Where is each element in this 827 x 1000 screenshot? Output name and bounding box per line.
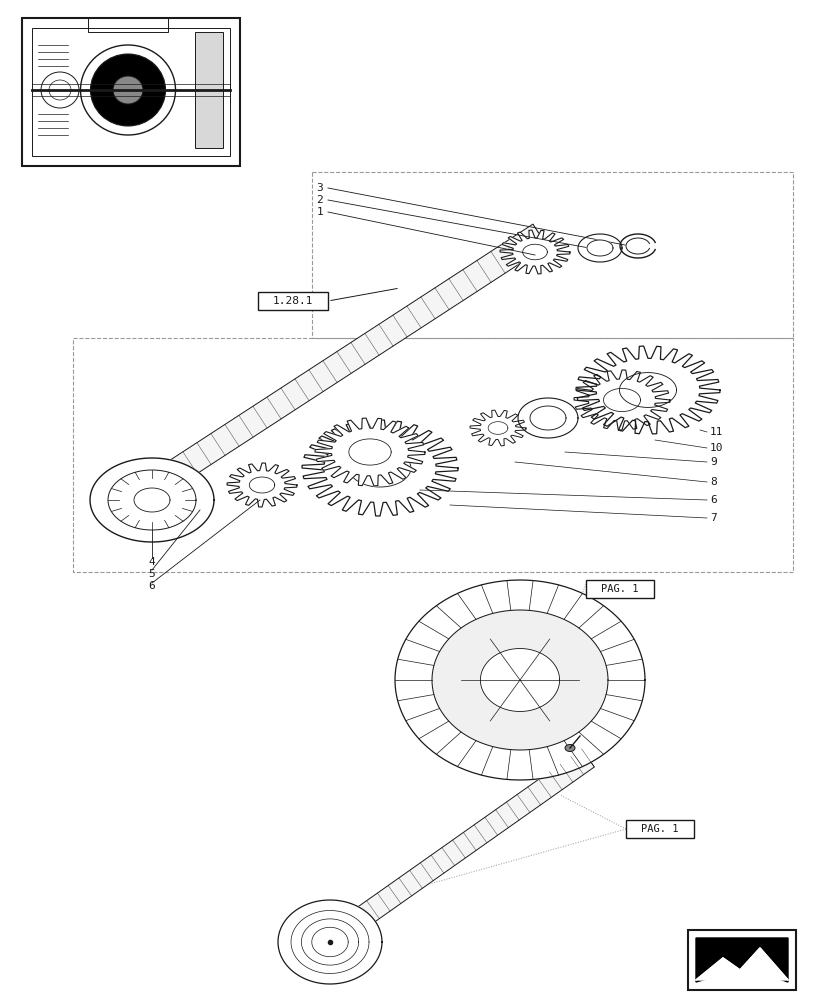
Polygon shape: [227, 463, 297, 507]
Polygon shape: [518, 398, 577, 438]
Text: 10: 10: [709, 443, 723, 453]
Ellipse shape: [41, 72, 79, 108]
Polygon shape: [323, 749, 594, 949]
Ellipse shape: [49, 80, 71, 100]
Text: 3: 3: [316, 183, 323, 193]
Polygon shape: [394, 580, 644, 780]
Polygon shape: [90, 458, 213, 542]
Text: 4: 4: [148, 557, 155, 567]
Text: 2: 2: [316, 195, 323, 205]
Bar: [691, 934, 791, 986]
Text: 11: 11: [709, 427, 723, 437]
Bar: [258, 292, 327, 310]
Polygon shape: [432, 610, 607, 750]
Polygon shape: [302, 420, 457, 516]
Polygon shape: [586, 240, 612, 256]
Polygon shape: [480, 649, 559, 711]
Text: 8: 8: [709, 477, 716, 487]
Text: PAG. 1: PAG. 1: [640, 824, 678, 834]
Polygon shape: [134, 488, 170, 512]
Bar: [586, 580, 653, 598]
Polygon shape: [529, 406, 566, 430]
Bar: [88, 18, 168, 32]
Polygon shape: [573, 370, 669, 430]
Polygon shape: [696, 938, 787, 982]
Polygon shape: [314, 418, 424, 486]
Bar: [32, 28, 230, 156]
Ellipse shape: [112, 76, 143, 104]
Text: 1: 1: [316, 207, 323, 217]
Polygon shape: [696, 948, 787, 980]
Ellipse shape: [90, 54, 165, 126]
Ellipse shape: [80, 45, 175, 135]
Polygon shape: [576, 346, 719, 434]
Polygon shape: [577, 234, 621, 262]
Bar: [687, 930, 795, 990]
Text: 7: 7: [709, 513, 716, 523]
Bar: [22, 18, 240, 166]
Bar: [625, 820, 693, 838]
Ellipse shape: [564, 744, 574, 752]
Polygon shape: [470, 410, 525, 446]
Polygon shape: [141, 224, 547, 501]
Text: 9: 9: [709, 457, 716, 467]
Text: 6: 6: [709, 495, 716, 505]
Bar: [195, 32, 222, 148]
Text: 5: 5: [148, 569, 155, 579]
Text: 1.28.1: 1.28.1: [272, 296, 313, 306]
Polygon shape: [108, 470, 196, 530]
Polygon shape: [278, 900, 381, 984]
Polygon shape: [500, 230, 569, 274]
Text: PAG. 1: PAG. 1: [600, 584, 638, 594]
Text: 6: 6: [148, 581, 155, 591]
Ellipse shape: [139, 477, 157, 503]
